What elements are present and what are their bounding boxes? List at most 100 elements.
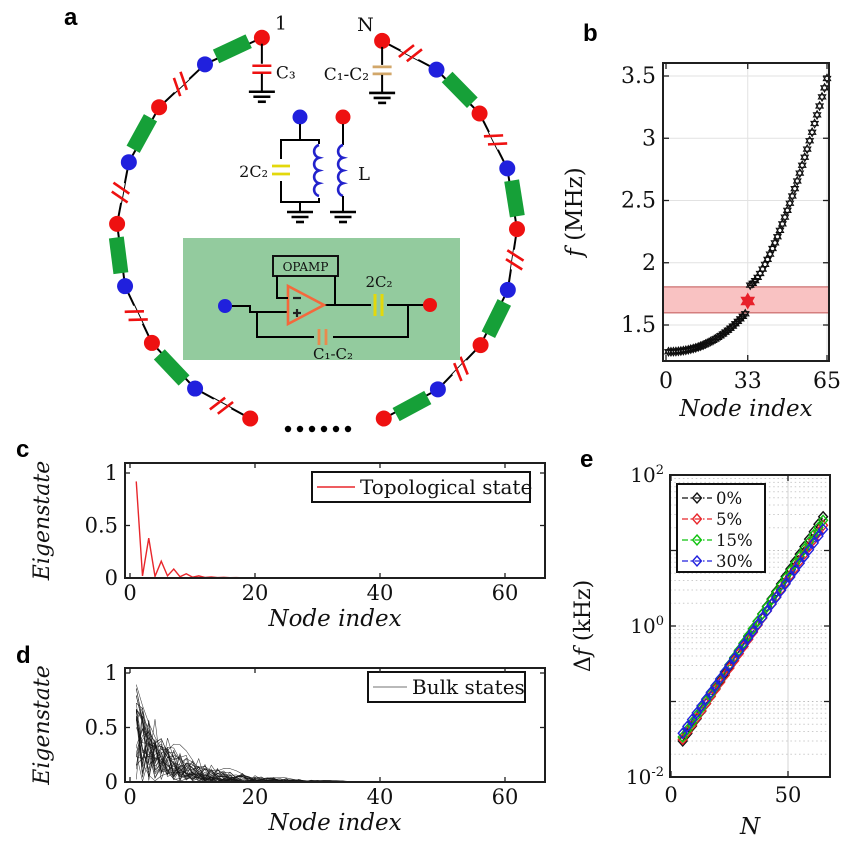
circuit-node-blue	[499, 160, 516, 177]
bulk-state-line	[135, 695, 545, 783]
x-tick-label: 50	[775, 783, 802, 807]
opamp-triangle	[286, 283, 327, 327]
x-tick-label: 0	[123, 581, 136, 605]
axes-box	[124, 667, 546, 783]
x-tick-label: 40	[367, 581, 394, 605]
y-tick-label: 2.5	[621, 189, 656, 214]
circuit-node-blue	[499, 281, 516, 298]
ellipsis-dot	[332, 425, 340, 433]
label-opamp: OPAMP	[283, 260, 329, 274]
y-axis-label: Eigenstate	[30, 665, 55, 785]
circuit-node-red	[508, 221, 525, 238]
legend-label: 5%	[716, 510, 742, 529]
circuit-node-red	[375, 410, 392, 427]
y-tick-label: 0	[105, 770, 118, 794]
y-axis-label: f (MHz)	[562, 167, 588, 259]
circuit-ring-diagram: C₃ 1 C₁-C₂ N 2C₂ L C₁-C₂ 2C₂ OPAMP	[108, 13, 525, 433]
panel-a-label: a	[64, 4, 78, 31]
x-tick-label: 0	[659, 369, 673, 394]
panel-b-label: b	[583, 20, 598, 47]
x-tick-label: 20	[242, 581, 269, 605]
y-tick-label: 0.5	[85, 716, 118, 740]
x-tick-label: 40	[367, 785, 394, 809]
x-tick-label: 60	[492, 581, 519, 605]
circuit-node-blue	[428, 61, 445, 78]
legend-label: Bulk states	[412, 675, 525, 699]
x-tick-label: 65	[813, 369, 841, 394]
circuit-node-red	[151, 99, 168, 116]
chart-splitting-vs-N: 0 50 102 100 10-2 N Δf (kHz) 0% 5% 15% 30%	[571, 463, 831, 840]
inset-node-blue	[292, 109, 308, 125]
x-axis-label: Node index	[267, 810, 401, 836]
bulk-state-line	[135, 716, 546, 783]
legend-label: 15%	[716, 531, 753, 550]
circuit-node-red	[109, 215, 126, 232]
ellipsis-dot	[344, 425, 352, 433]
circuit-node-blue	[117, 278, 134, 295]
opamp-inset-node-blue	[218, 299, 232, 313]
x-tick-label: 0	[123, 785, 136, 809]
x-axis-label: N	[739, 814, 761, 840]
bulk-state-line	[135, 695, 546, 783]
y-axis-label: Eigenstate	[30, 461, 55, 581]
legend-box	[676, 483, 766, 573]
bulk-state-line	[135, 715, 545, 783]
circuit-node-blue	[187, 380, 204, 397]
x-tick-label: 33	[734, 369, 762, 394]
panel-c-label: c	[16, 436, 30, 463]
circuit-node-blue	[429, 381, 446, 398]
label-L: L	[358, 164, 370, 185]
circuit-node-red	[471, 105, 488, 122]
circuit-node-blue	[196, 56, 213, 73]
chart-eigenfrequency: 0 33 65 1.5 2 2.5 3 3.5 Node index f (MHz)	[562, 62, 841, 422]
y-tick-label: 0.5	[85, 514, 118, 538]
circuit-node-red	[242, 410, 259, 427]
label-C1C2-feedback: C₁-C₂	[313, 345, 353, 363]
series-line-30%	[682, 528, 824, 734]
legend-label: Topological state	[360, 475, 532, 499]
x-tick-label: 20	[242, 785, 269, 809]
legend-label: 0%	[716, 489, 742, 508]
y-tick-label: 1	[105, 661, 118, 685]
x-axis-label: Node index	[267, 606, 401, 632]
series-line-15%	[682, 519, 824, 738]
x-tick-label: 0	[664, 783, 677, 807]
opamp-inset-background	[183, 238, 460, 360]
ellipsis-dot	[308, 425, 316, 433]
ellipsis-dot	[320, 425, 328, 433]
label-C1C2-ground: C₁-C₂	[324, 65, 369, 85]
y-tick-label: 0	[105, 566, 118, 590]
panel-d-label: d	[16, 642, 31, 669]
inset-node-red	[335, 109, 351, 125]
label-2C2-series: 2C₂	[365, 273, 392, 291]
label-node-1: 1	[275, 13, 287, 35]
chart-bulk-states: Bulk states 0 20 40 60 0 0.5 1 Node index Eigenst…	[30, 661, 546, 836]
opamp-inset-node-red	[423, 298, 437, 312]
chart-topological-state: Topological state 0 20 40 60 0 0.5 1 Node index E…	[30, 461, 546, 632]
label-node-N: N	[357, 14, 374, 36]
axes-box	[124, 462, 546, 579]
y-tick-label: 102	[630, 463, 664, 487]
ellipsis-dot	[296, 425, 304, 433]
y-axis-label: Δf (kHz)	[571, 580, 596, 672]
y-tick-label: 2	[642, 251, 656, 276]
y-tick-label: 3	[642, 126, 656, 151]
x-axis-label: Node index	[678, 396, 812, 422]
circuit-node-red	[472, 337, 489, 354]
axes-box	[662, 62, 830, 362]
label-2C2-shunt: 2C₂	[239, 162, 268, 181]
y-tick-label: 100	[630, 614, 664, 638]
label-C3: C₃	[276, 64, 296, 84]
legend-label: 30%	[716, 552, 753, 571]
circuit-node-red	[143, 334, 160, 351]
circuit-node-red	[253, 29, 270, 46]
panel-e-label: e	[580, 446, 594, 473]
x-tick-label: 60	[492, 785, 519, 809]
circuit-node-blue	[120, 154, 137, 171]
opamp-box	[272, 255, 339, 277]
bulk-state-line	[135, 709, 546, 783]
y-tick-label: 3.5	[621, 64, 656, 89]
y-tick-label: 1.5	[621, 313, 656, 338]
y-tick-label: 10-2	[626, 765, 664, 789]
